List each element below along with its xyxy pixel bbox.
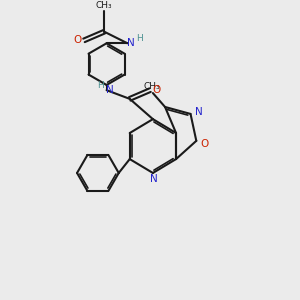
Text: CH₃: CH₃ (96, 1, 112, 10)
Text: CH₃: CH₃ (143, 82, 160, 91)
Text: N: N (127, 38, 135, 48)
Text: H: H (136, 34, 143, 43)
Text: N: N (151, 174, 158, 184)
Text: O: O (152, 85, 160, 95)
Text: O: O (74, 35, 82, 45)
Text: O: O (200, 139, 208, 149)
Text: N: N (195, 106, 203, 117)
Text: N: N (106, 85, 113, 95)
Text: H: H (97, 81, 104, 90)
